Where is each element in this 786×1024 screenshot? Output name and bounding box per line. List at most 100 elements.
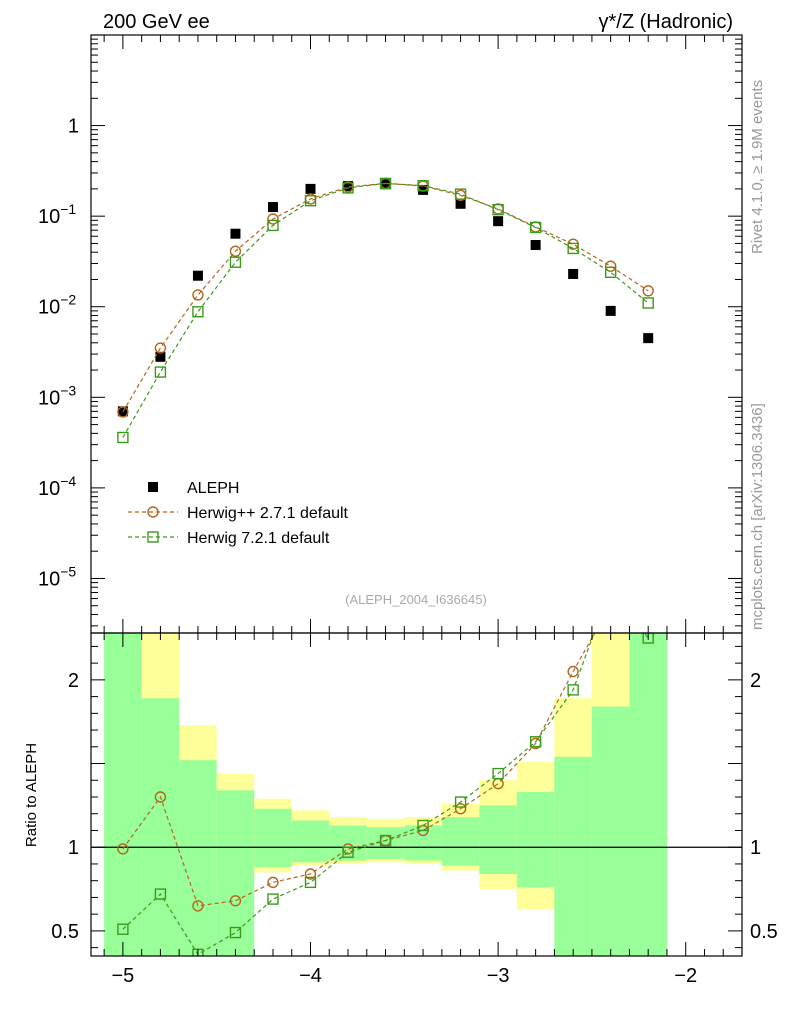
- y-tick-exponent: −5: [60, 563, 76, 579]
- data-point-herwig-7-2-1-default-0: [117, 431, 129, 444]
- ratio-y-tick-label: 1: [68, 837, 79, 859]
- y-tick-base: 10: [38, 297, 60, 319]
- main-series-group: [117, 177, 654, 444]
- data-point-herwig-7-2-1-default-6: [342, 182, 354, 194]
- ratio-point-herwig-2-7-1-default-0: [117, 843, 129, 855]
- data-point-herwig-7-2-1-default-9: [454, 188, 467, 200]
- y-tick-label: 10−3: [38, 382, 76, 409]
- data-point-aleph-7: [380, 179, 391, 190]
- ratio-band-green-10: [479, 805, 517, 874]
- data-point-aleph-2: [192, 270, 203, 281]
- ratio-y-tick-label: 0.5: [51, 921, 79, 943]
- data-point-herwig-7-2-1-default-12: [567, 242, 579, 255]
- ratio-point-herwig-7-2-1-default-10: [492, 767, 504, 780]
- data-point-aleph-4: [267, 202, 278, 213]
- ratio-point-herwig-7-2-1-default-0: [117, 923, 129, 935]
- data-point-aleph-13: [605, 305, 616, 316]
- legend-marker-aleph: [148, 482, 158, 492]
- data-point-aleph-10: [493, 216, 504, 227]
- data-point-aleph-14: [643, 333, 654, 344]
- ratio-y-axis-label: Ratio to ALEPH: [23, 743, 40, 847]
- y-tick-base: 10: [38, 478, 60, 500]
- ratio-band-green-11: [516, 791, 555, 888]
- data-point-herwig-2-7-1-default-12: [567, 238, 579, 250]
- data-point-aleph-11: [530, 240, 541, 251]
- data-point-herwig-7-2-1-default-14: [642, 297, 654, 309]
- ratio-point-herwig-2-7-1-default-3: [229, 895, 242, 907]
- y-tick-base: 10: [38, 206, 60, 228]
- data-point-herwig-7-2-1-default-2: [192, 306, 204, 318]
- ratio-band-green-8: [404, 825, 442, 861]
- legend: ALEPH Herwig++ 2.7.1 default Herwig 7.2.1 …: [128, 480, 349, 547]
- data-point-herwig-7-2-1-default-4: [267, 219, 279, 232]
- legend-marker-herwig-7-2-1-default: [147, 531, 159, 543]
- ratio-y-tick-label-right: 2: [750, 670, 761, 692]
- ratio-point-herwig-7-2-1-default-7: [379, 834, 392, 847]
- ratio-band-green-5: [291, 820, 330, 863]
- y-tick-exponent: −1: [60, 201, 76, 217]
- header-left-title: 200 GeV ee: [103, 11, 210, 33]
- x-tick-label: −2: [674, 965, 697, 987]
- mcplots-source-label: mcplots.cern.ch [arXiv:1306.3436]: [749, 403, 766, 630]
- ratio-point-herwig-7-2-1-default-1: [154, 888, 167, 900]
- data-point-herwig-7-2-1-default-5: [304, 195, 317, 207]
- data-point-aleph-1: [155, 351, 166, 362]
- ratio-band-green-2: [179, 760, 217, 956]
- series-line-herwig-2-7-1-default: [122, 182, 649, 413]
- legend-label-herwig-2-7-1-default: Herwig++ 2.7.1 default: [187, 505, 349, 522]
- y-tick-label: 10−4: [38, 473, 76, 500]
- ratio-point-herwig-7-2-1-default-12: [567, 684, 579, 696]
- ratio-point-herwig-7-2-1-default-3: [229, 926, 242, 939]
- data-point-herwig-2-7-1-default-13: [604, 260, 617, 272]
- data-point-herwig-7-2-1-default-8: [417, 179, 429, 192]
- ratio-band-green-7: [366, 827, 405, 859]
- ratio-point-herwig-7-2-1-default-5: [304, 876, 317, 889]
- data-point-aleph-8: [418, 184, 429, 195]
- ratio-point-herwig-2-7-1-default-2: [192, 900, 204, 912]
- ratio-point-herwig-2-7-1-default-4: [267, 876, 279, 889]
- data-point-herwig-7-2-1-default-11: [529, 221, 542, 234]
- rivet-version-label: Rivet 4.1.0, ≥ 1.9M events: [749, 80, 766, 254]
- data-point-aleph-9: [455, 198, 466, 209]
- ratio-line-herwig-7-2-1-default: [122, 633, 649, 956]
- data-point-herwig-7-2-1-default-3: [229, 256, 242, 268]
- data-point-herwig-2-7-1-default-1: [154, 342, 167, 354]
- data-point-herwig-2-7-1-default-14: [642, 285, 654, 297]
- ratio-point-herwig-2-7-1-default-9: [454, 803, 467, 815]
- ratio-band-green-0: [104, 633, 142, 956]
- data-point-herwig-2-7-1-default-2: [192, 289, 204, 301]
- y-tick-label: 1: [68, 116, 79, 138]
- data-point-herwig-7-2-1-default-10: [492, 203, 504, 216]
- y-tick-base: 10: [38, 387, 60, 409]
- data-point-aleph-3: [230, 228, 241, 239]
- ratio-band-green-6: [329, 825, 367, 861]
- y-tick-label: 10−2: [38, 292, 76, 319]
- legend-label-herwig-7-2-1-default: Herwig 7.2.1 default: [187, 530, 330, 547]
- x-tick-label: −3: [487, 965, 510, 987]
- ratio-band-green-4: [254, 808, 292, 868]
- x-tick-label: −4: [299, 965, 322, 987]
- legend-marker-herwig-2-7-1-default: [147, 506, 159, 518]
- ratio-point-herwig-2-7-1-default-1: [154, 791, 167, 803]
- data-point-herwig-2-7-1-default-4: [267, 213, 279, 225]
- data-point-herwig-7-2-1-default-7: [379, 177, 392, 190]
- ratio-y-tick-label-right: 0.5: [750, 921, 778, 943]
- data-point-aleph-6: [343, 181, 354, 192]
- ratio-series-group: [117, 633, 654, 956]
- ratio-band-green-3: [216, 790, 255, 956]
- y-tick-exponent: −3: [60, 382, 76, 398]
- ratio-point-herwig-7-2-1-default-9: [454, 796, 467, 808]
- data-point-herwig-2-7-1-default-3: [229, 245, 242, 257]
- ratio-point-herwig-2-7-1-default-12: [567, 665, 579, 678]
- data-point-aleph-5: [305, 183, 316, 194]
- legend-label-aleph: ALEPH: [187, 480, 239, 497]
- series-line-herwig-7-2-1-default: [122, 182, 649, 438]
- ratio-band-green-12: [554, 756, 592, 956]
- y-tick-exponent: −4: [60, 473, 76, 489]
- ratio-y-tick-label-right: 1: [750, 837, 761, 859]
- ratio-band-green-14: [629, 633, 667, 956]
- y-tick-label: 10−1: [38, 201, 76, 228]
- y-tick-base: 10: [38, 568, 60, 590]
